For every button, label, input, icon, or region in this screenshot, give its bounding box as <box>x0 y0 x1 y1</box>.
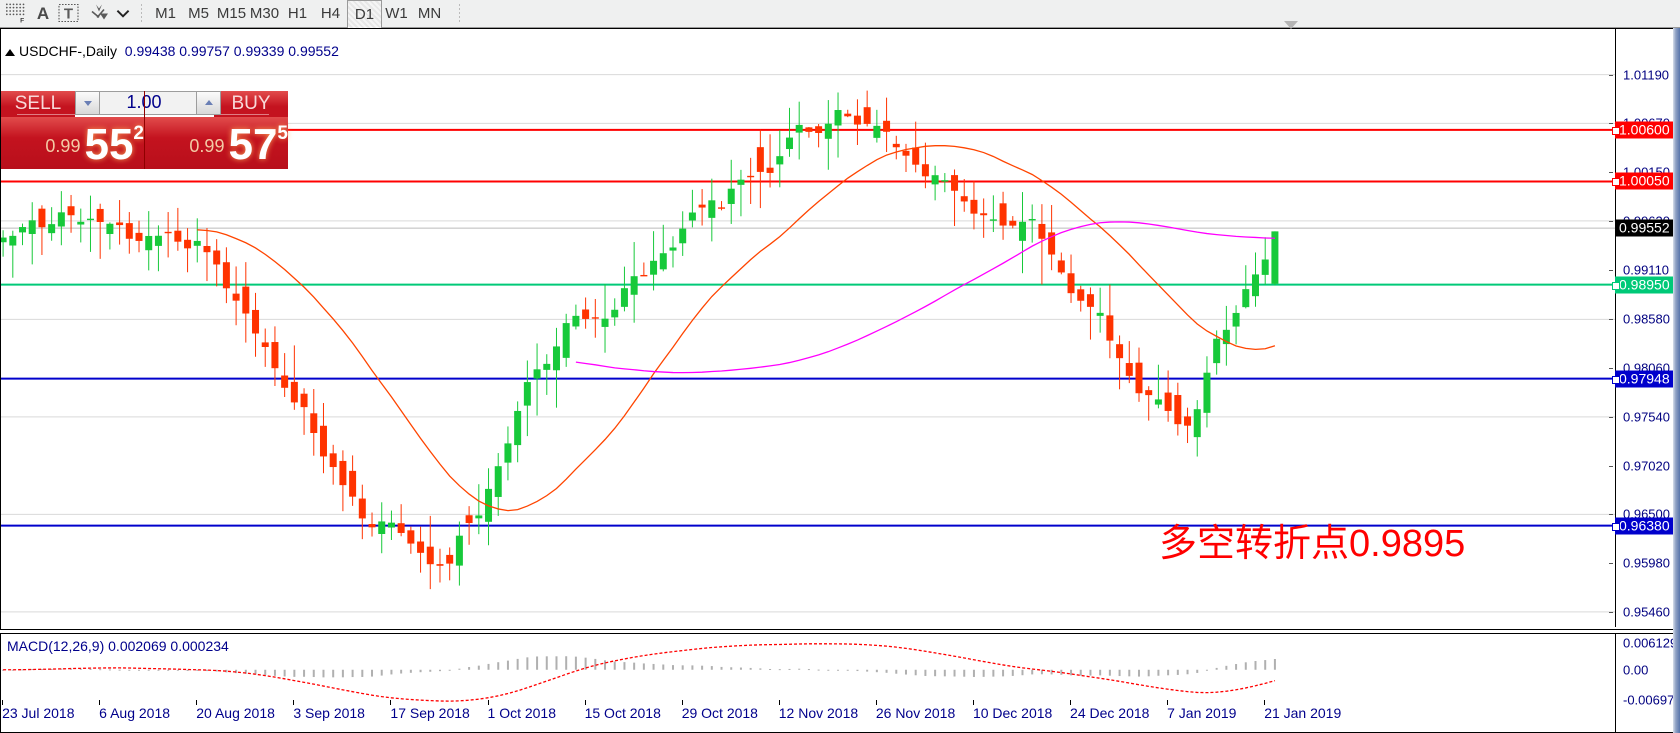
svg-text:F: F <box>20 18 24 25</box>
svg-text:T: T <box>64 6 73 23</box>
